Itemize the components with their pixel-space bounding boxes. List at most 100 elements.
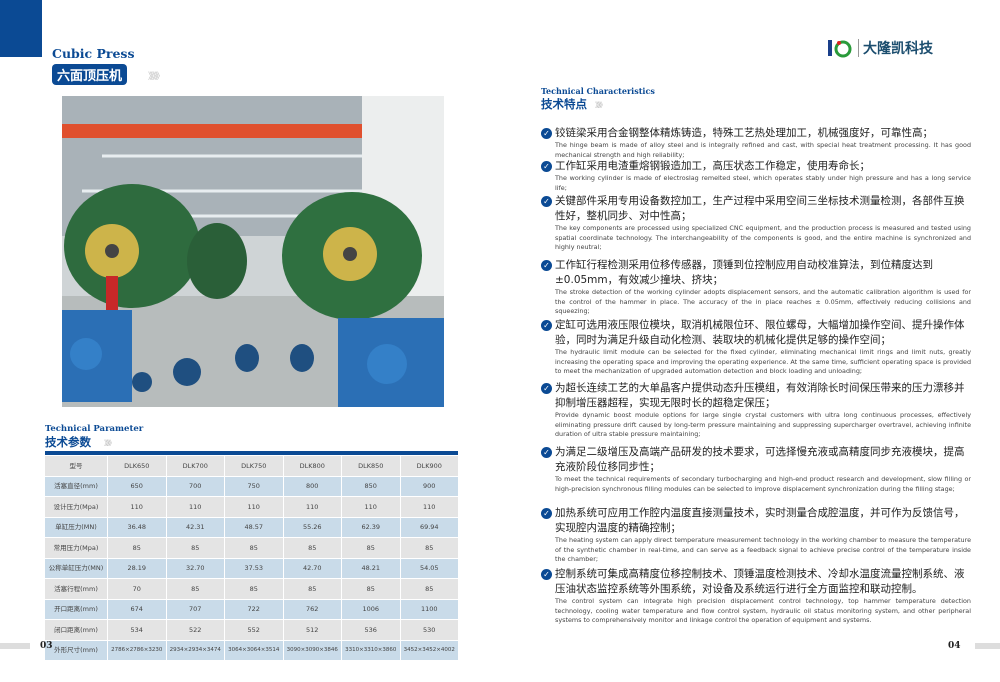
row-label: 活塞行程(mm) bbox=[45, 579, 107, 599]
feature-text-en: The working cylinder is made of electros… bbox=[555, 174, 971, 192]
feature-text-en: The stroke detection of the working cyli… bbox=[555, 288, 971, 315]
company-logo: 大隆凯科技 bbox=[828, 38, 933, 58]
table-cell: 42.70 bbox=[283, 558, 341, 578]
arrows-decoration: 》》》》 bbox=[595, 101, 606, 109]
table-cell: 522 bbox=[166, 620, 224, 640]
check-icon: ✓ bbox=[541, 569, 552, 580]
table-row: 开口距离(mm) 674 707 722 762 1006 1100 bbox=[45, 599, 458, 619]
table-cell: 750 bbox=[225, 476, 283, 496]
table-cell: 110 bbox=[400, 497, 458, 517]
table-cell: 28.19 bbox=[108, 558, 166, 578]
header-cell: 型号 bbox=[45, 456, 107, 476]
table-cell: 85 bbox=[400, 579, 458, 599]
header-cell: DLK650 bbox=[108, 456, 166, 476]
table-header-row: 型号 DLK650 DLK700 DLK750 DLK800 DLK850 DL… bbox=[45, 456, 458, 476]
param-title-en: Technical Parameter bbox=[45, 424, 144, 434]
check-icon: ✓ bbox=[541, 320, 552, 331]
table-cell: 37.53 bbox=[225, 558, 283, 578]
table-cell: 850 bbox=[342, 476, 400, 496]
header-cell: DLK700 bbox=[166, 456, 224, 476]
page-number-left: 03 bbox=[40, 641, 53, 651]
table-cell: 3064×3064×3514 bbox=[225, 640, 283, 660]
table-row: 设计压力(Mpa) 110 110 110 110 110 110 bbox=[45, 497, 458, 517]
table-cell: 900 bbox=[400, 476, 458, 496]
table-cell: 62.39 bbox=[342, 517, 400, 537]
cubic-press-factory-photo bbox=[62, 96, 444, 407]
check-icon: ✓ bbox=[541, 383, 552, 394]
table-cell: 48.57 bbox=[225, 517, 283, 537]
table-cell: 534 bbox=[108, 620, 166, 640]
table-cell: 32.70 bbox=[166, 558, 224, 578]
feature-text-cn: 工作缸采用电渣重熔钢锻造加工，高压状态工作稳定，使用寿命长； bbox=[555, 160, 870, 172]
table-row: 公称单缸压力(MN) 28.19 32.70 37.53 42.70 48.21 54.05 bbox=[45, 558, 458, 578]
row-label: 设计压力(Mpa) bbox=[45, 497, 107, 517]
param-title-cn: 技术参数 bbox=[45, 435, 91, 449]
product-title-en: Cubic Press bbox=[52, 46, 135, 61]
table-cell: 512 bbox=[283, 620, 341, 640]
page-number-right: 04 bbox=[948, 641, 961, 651]
row-label: 活塞直径(mm) bbox=[45, 476, 107, 496]
feature-text-cn: 为超长连续工艺的大单晶客户提供动态升压模组，有效消除长时间保压带来的压力漂移并抑… bbox=[555, 382, 965, 409]
table-cell: 36.48 bbox=[108, 517, 166, 537]
row-label: 开口距离(mm) bbox=[45, 599, 107, 619]
table-cell: 800 bbox=[283, 476, 341, 496]
table-cell: 3090×3090×3846 bbox=[283, 640, 341, 660]
table-cell: 55.26 bbox=[283, 517, 341, 537]
check-icon: ✓ bbox=[541, 508, 552, 519]
feature-item: ✓ 关键部件采用专用设备数控加工，生产过程中采用空间三坐标技术测量检测，各部件互换… bbox=[541, 194, 971, 253]
footer-bar bbox=[0, 643, 30, 649]
table-row: 常用压力(Mpa) 85 85 85 85 85 85 bbox=[45, 538, 458, 558]
product-title-cn: 六面顶压机 bbox=[52, 64, 128, 85]
table-cell: 54.05 bbox=[400, 558, 458, 578]
row-label: 单缸压力(MN) bbox=[45, 517, 107, 537]
table-cell: 110 bbox=[166, 497, 224, 517]
table-cell: 85 bbox=[342, 579, 400, 599]
table-cell: 552 bbox=[225, 620, 283, 640]
feature-text-en: The control system can integrate high pr… bbox=[555, 597, 971, 624]
table-cell: 3452×3452×4002 bbox=[400, 640, 458, 660]
logo-text: 大隆凯科技 bbox=[863, 41, 933, 57]
table-cell: 722 bbox=[225, 599, 283, 619]
feature-text-en: The hinge beam is made of alloy steel an… bbox=[555, 141, 971, 159]
table-cell: 85 bbox=[166, 538, 224, 558]
table-cell: 530 bbox=[400, 620, 458, 640]
table-cell: 85 bbox=[400, 538, 458, 558]
table-row: 闭口距离(mm) 534 522 552 512 536 530 bbox=[45, 620, 458, 640]
table-cell: 48.21 bbox=[342, 558, 400, 578]
table-cell: 700 bbox=[166, 476, 224, 496]
corner-accent-bar bbox=[0, 0, 42, 57]
table-cell: 650 bbox=[108, 476, 166, 496]
table-cell: 110 bbox=[283, 497, 341, 517]
header-cell: DLK800 bbox=[283, 456, 341, 476]
table-cell: 3310×3310×3860 bbox=[342, 640, 400, 660]
feature-text-en: The key components are processed using s… bbox=[555, 224, 971, 251]
table-cell: 85 bbox=[166, 579, 224, 599]
table-row: 单缸压力(MN) 36.48 42.31 48.57 55.26 62.39 69.94 bbox=[45, 517, 458, 537]
table-cell: 70 bbox=[108, 579, 166, 599]
logo-mark-icon bbox=[828, 40, 852, 58]
footer-bar bbox=[975, 643, 1000, 649]
row-label: 公称单缸压力(MN) bbox=[45, 558, 107, 578]
table-cell: 110 bbox=[225, 497, 283, 517]
feature-item: ✓ 工作缸行程检测采用位移传感器，顶锤到位控制应用自动校准算法，到位精度达到±0.… bbox=[541, 258, 971, 317]
feature-item: ✓ 工作缸采用电渣重熔钢锻造加工，高压状态工作稳定，使用寿命长； The worki… bbox=[541, 159, 971, 193]
table-cell: 762 bbox=[283, 599, 341, 619]
check-icon: ✓ bbox=[541, 196, 552, 207]
table-cell: 85 bbox=[225, 538, 283, 558]
table-cell: 85 bbox=[283, 579, 341, 599]
row-label: 闭口距离(mm) bbox=[45, 620, 107, 640]
arrows-decoration: 》》》》 bbox=[148, 72, 164, 82]
check-icon: ✓ bbox=[541, 447, 552, 458]
feature-item: ✓ 控制系统可集成高精度位移控制技术、顶锤温度检测技术、冷却水温度流量控制系统、液… bbox=[541, 567, 971, 626]
header-cell: DLK850 bbox=[342, 456, 400, 476]
table-cell: 1006 bbox=[342, 599, 400, 619]
feature-text-cn: 为满足二级增压及高端产品研发的技术要求，可选择慢充液或高精度同步充液模块，提高充… bbox=[555, 446, 965, 473]
feature-item: ✓ 为超长连续工艺的大单晶客户提供动态升压模组，有效消除长时间保压带来的压力漂移并… bbox=[541, 381, 971, 440]
char-title-en: Technical Characteristics bbox=[541, 86, 655, 96]
feature-item: ✓ 铰链梁采用合金钢整体精炼铸造，特殊工艺热处理加工，机械强度好，可靠性高； The… bbox=[541, 126, 971, 160]
feature-text-cn: 关键部件采用专用设备数控加工，生产过程中采用空间三坐标技术测量检测，各部件互换性… bbox=[555, 195, 965, 222]
table-cell: 85 bbox=[283, 538, 341, 558]
table-cell: 42.31 bbox=[166, 517, 224, 537]
table-cell: 2786×2786×3230 bbox=[108, 640, 166, 660]
char-title-cn: 技术特点 bbox=[541, 97, 587, 111]
